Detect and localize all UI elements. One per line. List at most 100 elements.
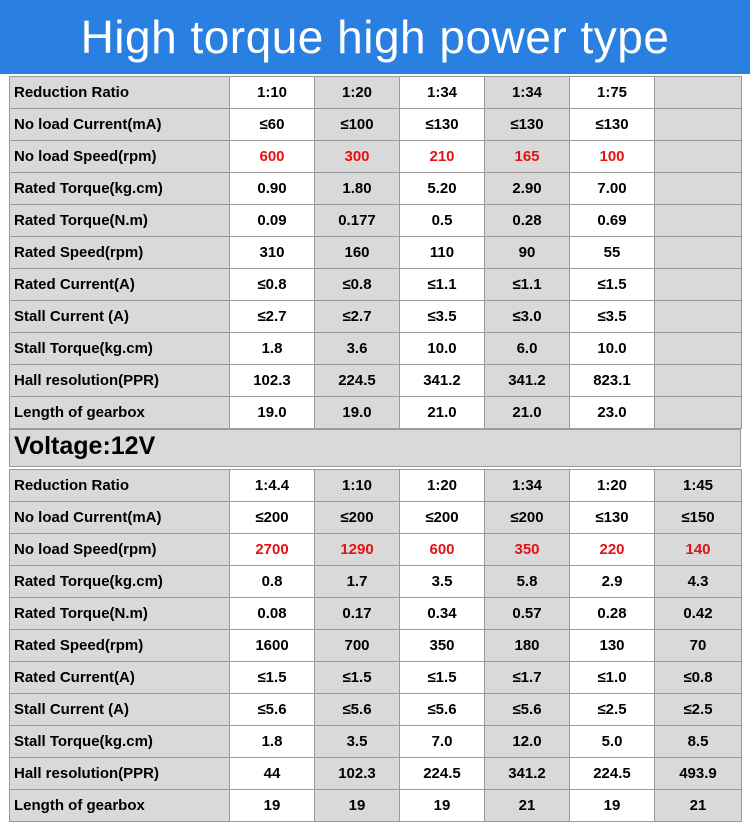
table-cell: 2700 <box>229 533 315 566</box>
table-cell: ≤3.5 <box>569 300 655 333</box>
table-row: Stall Torque(kg.cm) 1.8 3.5 7.0 12.0 5.0 8.5 <box>9 725 742 758</box>
table-cell: ≤5.6 <box>229 693 315 726</box>
table-cell: 140 <box>654 533 742 566</box>
table-cell: 341.2 <box>484 364 570 397</box>
row-label: Length of gearbox <box>9 396 230 429</box>
table-cell: 19 <box>229 789 315 822</box>
table-cell: ≤1.0 <box>569 661 655 694</box>
table-cell: 21.0 <box>484 396 570 429</box>
table-cell: ≤130 <box>569 108 655 141</box>
table-cell: ≤1.1 <box>399 268 485 301</box>
table-cell: 180 <box>484 629 570 662</box>
row-label: Hall resolution(PPR) <box>9 757 230 790</box>
table-cell: 224.5 <box>569 757 655 790</box>
row-label: Hall resolution(PPR) <box>9 364 230 397</box>
table-cell: 1.7 <box>314 565 400 598</box>
row-label: Rated Current(A) <box>9 661 230 694</box>
table-cell: 1.8 <box>229 725 315 758</box>
table-cell: 0.8 <box>229 565 315 598</box>
table-cell: 19.0 <box>314 396 400 429</box>
table-row: Rated Torque(kg.cm) 0.8 1.7 3.5 5.8 2.9 4.3 <box>9 565 742 598</box>
table-cell: 44 <box>229 757 315 790</box>
table-cell: ≤200 <box>484 501 570 534</box>
table-row: Rated Current(A) ≤0.8 ≤0.8 ≤1.1 ≤1.1 ≤1.5 <box>9 268 742 301</box>
row-label: Stall Torque(kg.cm) <box>9 725 230 758</box>
table-cell: ≤5.6 <box>484 693 570 726</box>
table-cell: 0.28 <box>569 597 655 630</box>
table-cell: 7.00 <box>569 172 655 205</box>
table-cell: 10.0 <box>399 332 485 365</box>
table-cell <box>654 300 742 333</box>
table-cell: 21.0 <box>399 396 485 429</box>
table-cell: 102.3 <box>229 364 315 397</box>
row-label: Reduction Ratio <box>9 76 230 109</box>
spec-table-2-body: Reduction Ratio 1:4.4 1:10 1:20 1:34 1:20 1:45… <box>9 469 742 822</box>
table-cell: 1:10 <box>314 469 400 502</box>
table-cell: 224.5 <box>399 757 485 790</box>
table-cell <box>654 236 742 269</box>
table-cell: 493.9 <box>654 757 742 790</box>
table-cell: 165 <box>484 140 570 173</box>
table-cell: ≤1.5 <box>399 661 485 694</box>
table-cell: 102.3 <box>314 757 400 790</box>
table-cell: 0.08 <box>229 597 315 630</box>
table-cell: ≤3.5 <box>399 300 485 333</box>
table-cell: 55 <box>569 236 655 269</box>
table-cell: 0.28 <box>484 204 570 237</box>
table-row: Rated Torque(kg.cm) 0.90 1.80 5.20 2.90 7.00 <box>9 172 742 205</box>
table-cell: ≤1.1 <box>484 268 570 301</box>
row-label: Rated Current(A) <box>9 268 230 301</box>
table-cell: 1600 <box>229 629 315 662</box>
table-cell: 1:45 <box>654 469 742 502</box>
table-cell: 5.0 <box>569 725 655 758</box>
table-cell: 160 <box>314 236 400 269</box>
table-cell: 0.17 <box>314 597 400 630</box>
table-cell: 100 <box>569 140 655 173</box>
spec-table-1-body: Reduction Ratio 1:10 1:20 1:34 1:34 1:75 No lo… <box>9 76 742 429</box>
table-row: Rated Torque(N.m) 0.08 0.17 0.34 0.57 0.28 0.4… <box>9 597 742 630</box>
table-cell: ≤5.6 <box>399 693 485 726</box>
voltage-label: Voltage:12V <box>14 432 156 460</box>
table-cell: 6.0 <box>484 332 570 365</box>
table-cell: 350 <box>399 629 485 662</box>
table-row: Reduction Ratio 1:10 1:20 1:34 1:34 1:75 <box>9 76 742 109</box>
table-cell: ≤2.5 <box>569 693 655 726</box>
table-cell: 5.8 <box>484 565 570 598</box>
table-cell: ≤2.7 <box>229 300 315 333</box>
table-cell: 110 <box>399 236 485 269</box>
table-cell: 12.0 <box>484 725 570 758</box>
table-cell: 310 <box>229 236 315 269</box>
table-cell: 19 <box>569 789 655 822</box>
table-cell: 600 <box>399 533 485 566</box>
table-cell: 1:34 <box>484 76 570 109</box>
table-cell: 600 <box>229 140 315 173</box>
spec-table-1: Reduction Ratio 1:10 1:20 1:34 1:34 1:75 No lo… <box>9 76 742 429</box>
table-cell: 350 <box>484 533 570 566</box>
table-cell: ≤100 <box>314 108 400 141</box>
table-cell: 21 <box>654 789 742 822</box>
table-cell: 1:75 <box>569 76 655 109</box>
row-label: Rated Speed(rpm) <box>9 236 230 269</box>
table-cell: 0.69 <box>569 204 655 237</box>
table-cell <box>654 396 742 429</box>
table-row: Rated Torque(N.m) 0.09 0.177 0.5 0.28 0.69 <box>9 204 742 237</box>
table-cell: 19.0 <box>229 396 315 429</box>
table-cell: 23.0 <box>569 396 655 429</box>
table-cell: 19 <box>314 789 400 822</box>
row-label: Rated Torque(kg.cm) <box>9 565 230 598</box>
table-cell: ≤1.5 <box>569 268 655 301</box>
row-label: Rated Torque(N.m) <box>9 597 230 630</box>
table-cell <box>654 76 742 109</box>
table-cell: 1:34 <box>399 76 485 109</box>
row-label: Rated Torque(N.m) <box>9 204 230 237</box>
table-cell: ≤1.7 <box>484 661 570 694</box>
table-cell: ≤5.6 <box>314 693 400 726</box>
table-cell: 0.42 <box>654 597 742 630</box>
table-cell: ≤60 <box>229 108 315 141</box>
row-label: Rated Speed(rpm) <box>9 629 230 662</box>
table-cell: 1.80 <box>314 172 400 205</box>
table-cell: 224.5 <box>314 364 400 397</box>
table-cell: 0.5 <box>399 204 485 237</box>
table-cell: ≤2.7 <box>314 300 400 333</box>
table-cell: 8.5 <box>654 725 742 758</box>
